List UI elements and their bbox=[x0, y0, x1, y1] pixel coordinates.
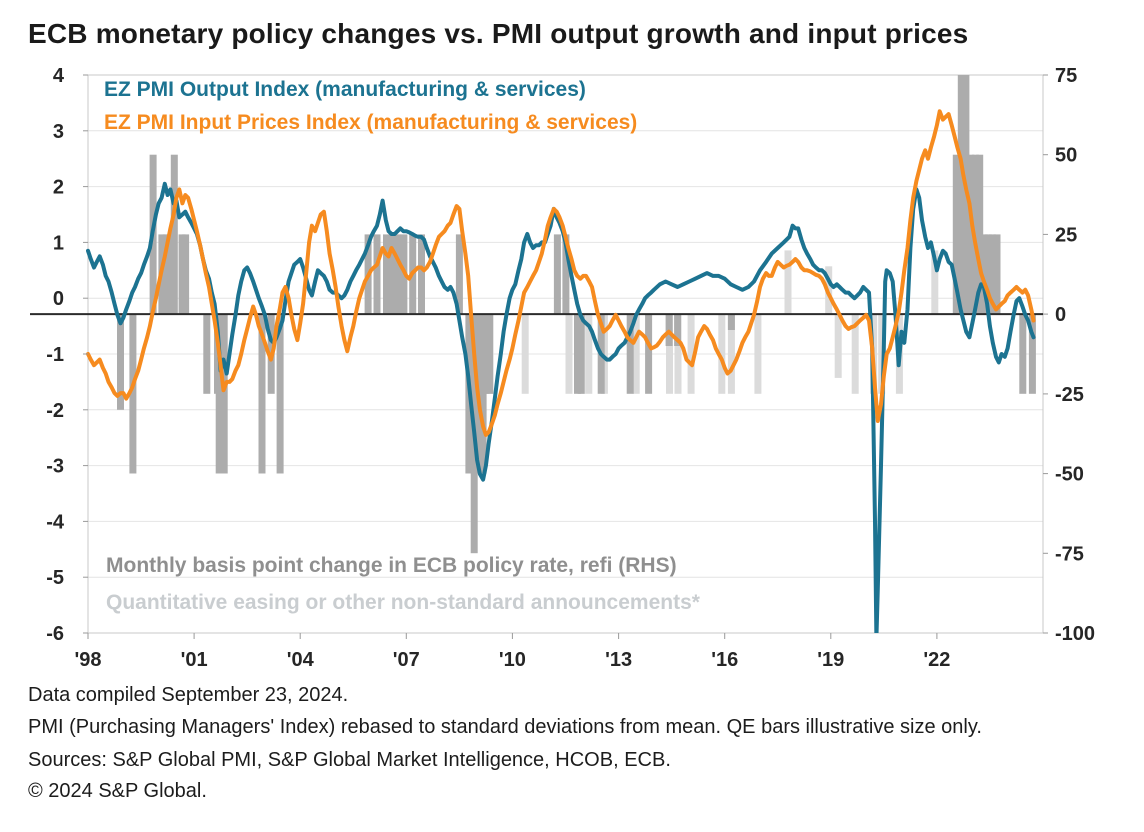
footnote-sources: Sources: S&P Global PMI, S&P Global Mark… bbox=[28, 749, 671, 771]
refi-bars-bar bbox=[258, 314, 266, 474]
qe-bars-bar bbox=[632, 314, 640, 394]
refi-bars-bar bbox=[727, 314, 735, 330]
qe-bars-bar bbox=[687, 314, 695, 394]
legend-input-prices-index: EZ PMI Input Prices Index (manufacturing… bbox=[104, 111, 638, 134]
refi-bars-bar bbox=[1028, 314, 1036, 394]
left-tick-label: -2 bbox=[46, 400, 64, 422]
refi-bars-bar bbox=[170, 154, 178, 315]
refi-bars-bar bbox=[182, 234, 190, 315]
y-axis-left: 4 3 2 1 0 -1 -2 -3 -4 -5 -6 bbox=[46, 65, 88, 645]
legend-output-index: EZ PMI Output Index (manufacturing & ser… bbox=[104, 78, 586, 101]
refi-bars-bar bbox=[957, 75, 965, 315]
x-tick-label: '01 bbox=[181, 649, 208, 671]
x-tick-label: '98 bbox=[74, 649, 101, 671]
left-tick-label: -6 bbox=[46, 623, 64, 645]
refi-bars-bar bbox=[674, 314, 682, 346]
refi-bars-bar bbox=[993, 234, 1001, 315]
refi-bars-bar bbox=[577, 314, 585, 394]
qe-bars-bar bbox=[754, 314, 762, 394]
refi-bars-bar bbox=[455, 234, 463, 315]
left-tick-label: 2 bbox=[53, 177, 64, 199]
qe-bars-bar bbox=[666, 314, 673, 394]
refi-bars-bar bbox=[215, 314, 223, 474]
refi-bars-bar bbox=[553, 234, 561, 315]
refi-bars-bar bbox=[388, 234, 396, 315]
footnote-methodology: PMI (Purchasing Managers' Index) rebased… bbox=[28, 716, 982, 738]
x-tick-label: '07 bbox=[393, 649, 420, 671]
left-tick-label: 4 bbox=[53, 65, 65, 87]
refi-bars-bar bbox=[383, 234, 390, 315]
refi-bars-bar bbox=[276, 314, 284, 474]
left-tick-label: -3 bbox=[46, 456, 64, 478]
right-tick-label: -100 bbox=[1055, 623, 1095, 645]
right-tick-label: 50 bbox=[1055, 145, 1077, 167]
right-tick-label: -75 bbox=[1055, 543, 1084, 565]
right-tick-label: 0 bbox=[1055, 304, 1066, 326]
refi-bars-bar bbox=[117, 314, 124, 410]
qe-bars-label: Quantitative easing or other non-standar… bbox=[106, 591, 700, 614]
refi-bars-bar bbox=[482, 314, 490, 394]
qe-bars-bar bbox=[674, 314, 682, 394]
refi-bars-bar bbox=[486, 314, 493, 394]
refi-bars-bar bbox=[952, 154, 960, 315]
refi-bars-bar bbox=[645, 314, 653, 394]
left-tick-label: 0 bbox=[53, 288, 64, 310]
right-tick-label: 25 bbox=[1055, 224, 1077, 246]
right-tick-label: -25 bbox=[1055, 384, 1084, 406]
refi-bars-bar bbox=[129, 314, 137, 474]
left-tick-label: -4 bbox=[46, 511, 65, 533]
left-tick-label: -5 bbox=[46, 567, 64, 589]
output-index-line bbox=[86, 181, 1036, 633]
y-axis-right: 75 50 25 0 -25 -50 -75 -100 bbox=[1043, 65, 1095, 645]
qe-bars-bar bbox=[931, 250, 939, 315]
qe-bars-bar bbox=[727, 314, 735, 394]
left-tick-label: -1 bbox=[46, 344, 64, 366]
left-tick-label: 1 bbox=[53, 232, 64, 254]
refi-bars-bar bbox=[418, 234, 425, 315]
refi-bars-label: Monthly basis point change in ECB policy… bbox=[106, 554, 677, 577]
qe-bars-bar bbox=[585, 314, 593, 394]
right-tick-label: -50 bbox=[1055, 464, 1084, 486]
qe-bars-bar bbox=[565, 314, 573, 394]
refi-bars-bar bbox=[166, 234, 174, 315]
qe-bars-bar bbox=[521, 314, 529, 394]
refi-bars-bar bbox=[574, 314, 581, 394]
refi-bars-bar bbox=[980, 234, 988, 315]
x-tick-label: '16 bbox=[711, 649, 738, 671]
input-prices-line bbox=[86, 109, 1036, 437]
x-tick-label: '10 bbox=[499, 649, 526, 671]
refi-bars-bar bbox=[988, 234, 996, 315]
x-tick-label: '04 bbox=[287, 649, 315, 671]
refi-bars-bar bbox=[220, 314, 228, 474]
left-tick-label: 3 bbox=[53, 121, 64, 143]
refi-bars-bar bbox=[373, 234, 381, 315]
right-tick-label: 75 bbox=[1055, 65, 1077, 87]
qe-bars-bar bbox=[851, 314, 859, 394]
chart-title: ECB monetary policy changes vs. PMI outp… bbox=[28, 18, 969, 49]
refi-bars-bar bbox=[203, 314, 211, 394]
x-tick-label: '19 bbox=[817, 649, 844, 671]
qe-bars-bar bbox=[718, 314, 726, 394]
refi-bars-bar bbox=[626, 314, 634, 394]
x-tick-label: '13 bbox=[605, 649, 632, 671]
x-axis: '98 '01 '04 '07 '10 '13 '16 '19 '22 bbox=[74, 633, 950, 671]
refi-bars-bar bbox=[976, 154, 984, 315]
x-tick-label: '22 bbox=[923, 649, 950, 671]
qe-bars-bar bbox=[784, 250, 792, 315]
footnote-data-compiled: Data compiled September 23, 2024. bbox=[28, 684, 349, 706]
refi-bars-bar bbox=[162, 234, 170, 315]
refi-bars-bar bbox=[967, 154, 975, 315]
refi-bars-bar bbox=[984, 234, 992, 315]
refi-bars-bar bbox=[394, 234, 402, 315]
refi-bars-bar bbox=[1019, 314, 1027, 394]
chart-canvas: '98 '01 '04 '07 '10 '13 '16 '19 '22 4 3 2 1 0 -1 -2 -3 -4… bbox=[30, 65, 1095, 671]
footnote-copyright: © 2024 S&P Global. bbox=[28, 780, 207, 802]
qe-bars-bar bbox=[834, 314, 842, 378]
refi-bars-bar bbox=[562, 234, 570, 315]
